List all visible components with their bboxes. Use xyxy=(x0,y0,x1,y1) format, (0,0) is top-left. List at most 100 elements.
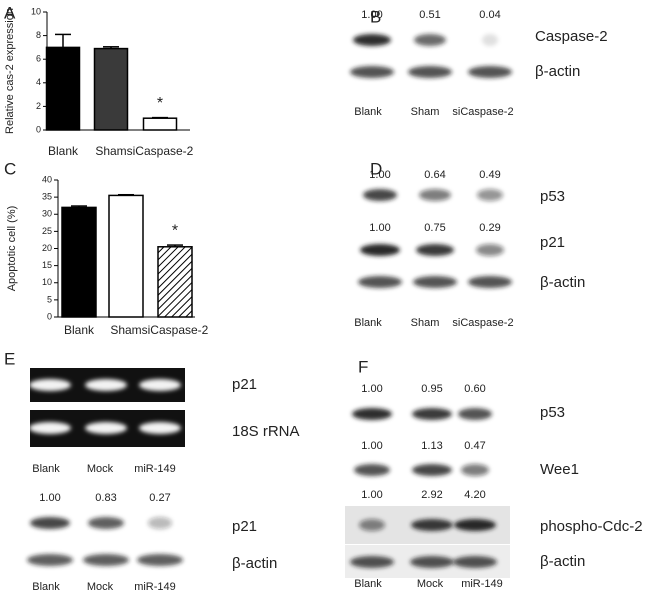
band xyxy=(408,66,452,78)
band xyxy=(360,244,400,256)
band-quantification: 0.75 xyxy=(424,222,445,234)
band xyxy=(476,244,504,256)
panel-letter: F xyxy=(358,357,368,376)
band xyxy=(352,408,392,420)
y-tick-label: 40 xyxy=(42,174,52,184)
band-quantification: 0.51 xyxy=(419,9,440,21)
lane-label: Sham xyxy=(411,106,440,118)
band xyxy=(27,554,73,566)
significance-mark: * xyxy=(157,95,163,112)
band-quantification: 0.29 xyxy=(479,222,500,234)
lane-label: miR-149 xyxy=(461,578,503,590)
band xyxy=(468,66,512,78)
y-tick-label: 0 xyxy=(36,124,41,134)
y-tick-label: 30 xyxy=(42,209,52,219)
band xyxy=(453,556,497,568)
panel-letter: E xyxy=(4,349,15,368)
bar xyxy=(61,206,97,318)
x-tick-label: Sham xyxy=(95,144,126,158)
band-quantification: 0.04 xyxy=(479,9,500,21)
band xyxy=(454,519,496,531)
band xyxy=(85,422,127,434)
band-label: phospho-Cdc-2 xyxy=(540,518,643,535)
lane-label: siCaspase-2 xyxy=(452,106,513,118)
lane-label: Mock xyxy=(417,578,444,590)
lane-label: Blank xyxy=(32,463,60,475)
y-tick-label: 25 xyxy=(42,226,52,236)
band-label: Caspase-2 xyxy=(535,28,608,45)
x-tick-label: Blank xyxy=(64,323,95,337)
band-quantification: 1.00 xyxy=(361,440,382,452)
band xyxy=(85,379,127,391)
band xyxy=(412,464,452,476)
bar xyxy=(157,246,193,318)
lane-label: Mock xyxy=(87,463,114,475)
band-quantification: 4.20 xyxy=(464,489,485,501)
panel-letter: A xyxy=(4,3,16,22)
band-quantification: 0.27 xyxy=(149,492,170,504)
band xyxy=(410,556,454,568)
band xyxy=(468,276,512,288)
lane-label: Blank xyxy=(354,106,382,118)
band xyxy=(30,517,70,529)
band-quantification: 0.64 xyxy=(424,169,445,181)
band xyxy=(363,189,397,201)
band xyxy=(350,66,394,78)
y-tick-label: 20 xyxy=(42,243,52,253)
band-quantification: 1.00 xyxy=(369,169,390,181)
lane-label: Sham xyxy=(411,317,440,329)
y-axis-label: Relative cas-2 expression xyxy=(4,8,16,134)
band xyxy=(29,422,71,434)
band xyxy=(477,189,503,201)
significance-mark: * xyxy=(172,222,178,239)
band-quantification: 0.47 xyxy=(464,440,485,452)
band-label: β-actin xyxy=(540,553,585,570)
band-quantification: 1.00 xyxy=(369,222,390,234)
y-tick-label: 8 xyxy=(36,30,41,40)
y-tick-label: 6 xyxy=(36,54,41,64)
band xyxy=(358,276,402,288)
y-tick-label: 0 xyxy=(47,311,52,321)
band-label: Wee1 xyxy=(540,461,579,478)
lane-label: miR-149 xyxy=(134,581,176,593)
band-label: p21 xyxy=(232,376,257,393)
band-quantification: 1.00 xyxy=(361,383,382,395)
band xyxy=(350,556,394,568)
band xyxy=(148,517,172,529)
band xyxy=(482,34,498,46)
band-label: β-actin xyxy=(540,274,585,291)
y-tick-label: 10 xyxy=(42,277,52,287)
x-tick-label: siCaspase-2 xyxy=(142,323,209,337)
band xyxy=(137,554,183,566)
bar xyxy=(108,194,144,318)
band-quantification: 0.60 xyxy=(464,383,485,395)
band xyxy=(416,244,454,256)
band xyxy=(83,554,129,566)
band-quantification: 1.13 xyxy=(421,440,442,452)
bar xyxy=(142,117,178,131)
band xyxy=(353,34,391,46)
lane-label: Mock xyxy=(87,581,114,593)
y-axis-label: Apoptotic cell (%) xyxy=(6,206,18,292)
band-label: p21 xyxy=(232,518,257,535)
lane-label: siCaspase-2 xyxy=(452,317,513,329)
lane-label: Blank xyxy=(354,578,382,590)
lane-label: Blank xyxy=(32,581,60,593)
panel-letter: B xyxy=(370,7,381,26)
y-tick-label: 35 xyxy=(42,192,52,202)
band xyxy=(88,517,124,529)
band-quantification: 0.95 xyxy=(421,383,442,395)
band-label: β-actin xyxy=(535,63,580,80)
band-label: p21 xyxy=(540,234,565,251)
band xyxy=(413,276,457,288)
y-tick-label: 10 xyxy=(31,6,41,16)
panel-letter: C xyxy=(4,159,16,178)
lane-label: miR-149 xyxy=(134,463,176,475)
band xyxy=(29,379,71,391)
y-tick-label: 4 xyxy=(36,77,41,87)
x-tick-label: Sham xyxy=(110,323,141,337)
band xyxy=(139,422,181,434)
band xyxy=(354,464,390,476)
band-label: β-actin xyxy=(232,555,277,572)
